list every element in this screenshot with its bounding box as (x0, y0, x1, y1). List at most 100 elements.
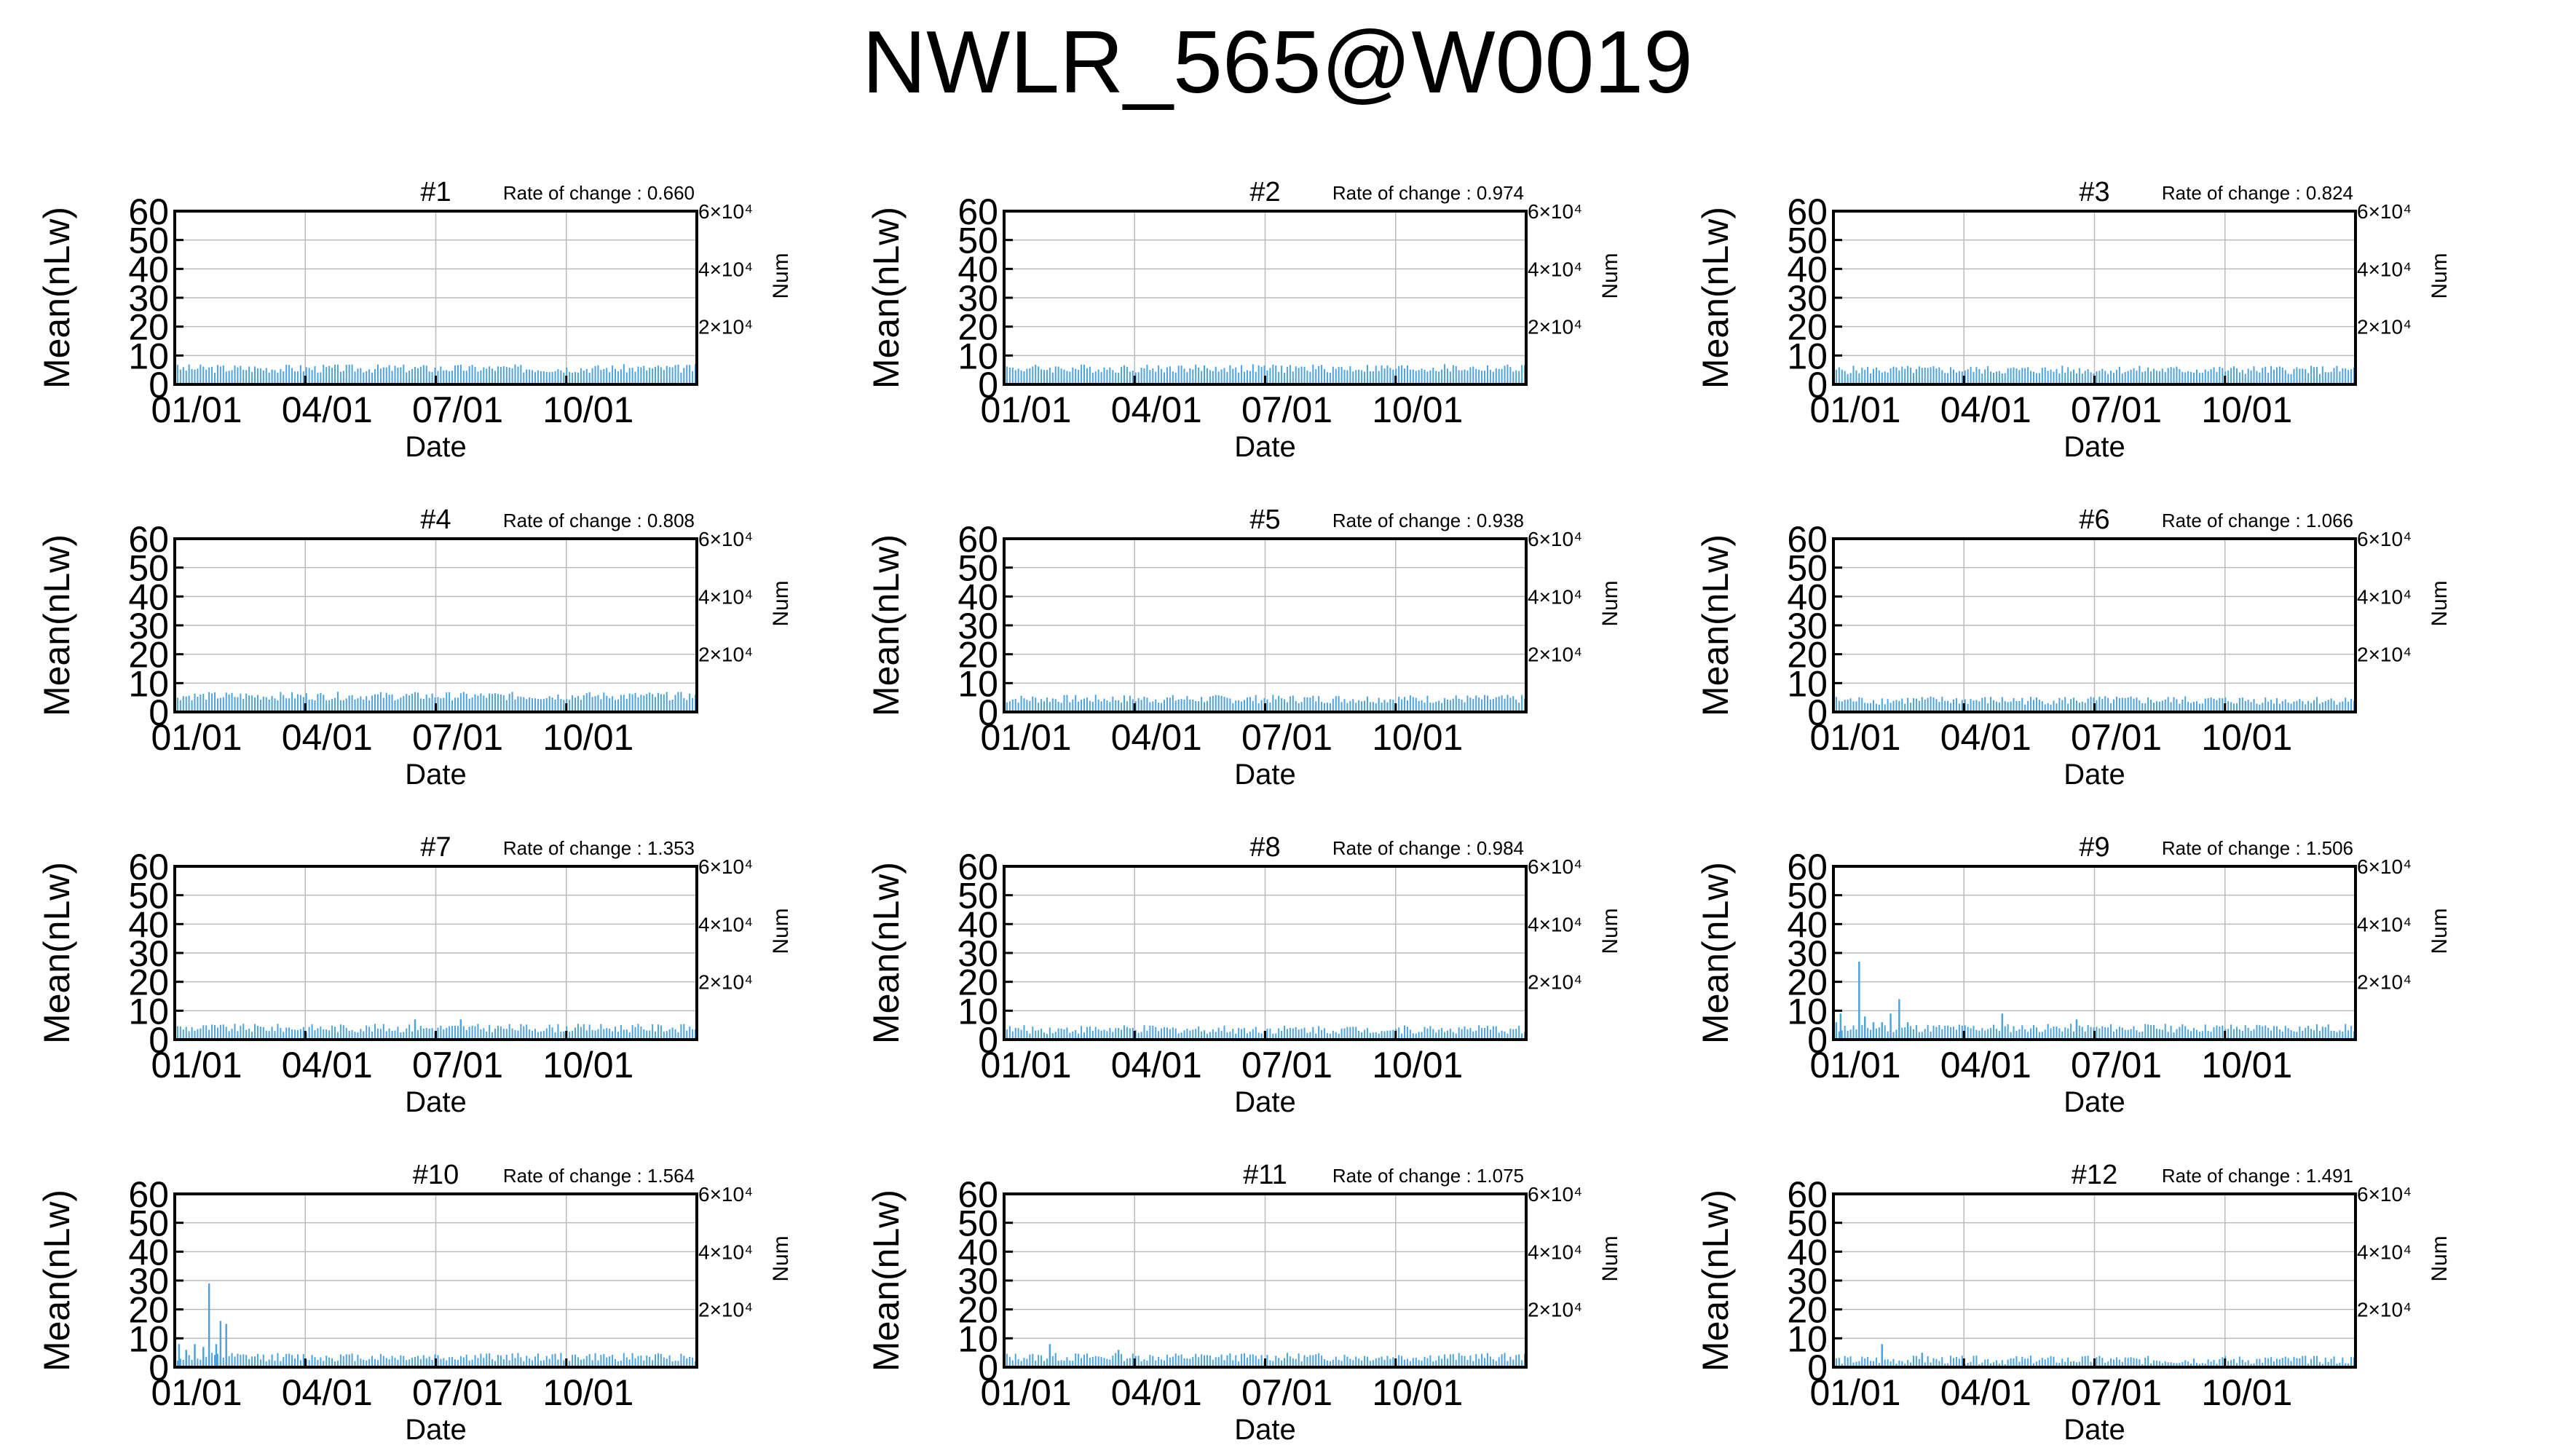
y-tick-label: 30 (957, 278, 998, 319)
subplot-title: #8 (1249, 832, 1280, 863)
y-tick-label: 10 (128, 336, 169, 376)
x-tick-label: 04/01 (282, 717, 373, 758)
y2-tick-label: 4×10⁴ (2357, 1241, 2412, 1263)
x-tick-label: 07/01 (412, 389, 503, 430)
y-tick-label: 0 (978, 1348, 998, 1388)
y2-tick-label: 2×10⁴ (2357, 971, 2412, 994)
x-tick-label: 07/01 (2071, 389, 2162, 430)
y2-tick-label: 6×10⁴ (698, 200, 753, 223)
y-tick-label: 40 (1787, 577, 1828, 617)
x-axis-label: Date (405, 431, 467, 463)
y2-tick-label: 4×10⁴ (2357, 258, 2412, 280)
y-tick-label: 10 (1787, 991, 1828, 1032)
x-tick-label: 04/01 (1940, 717, 2031, 758)
y-tick-label: 10 (1787, 663, 1828, 704)
x-tick-label: 04/01 (282, 1372, 373, 1413)
subplot-title: #11 (1243, 1160, 1287, 1190)
subplot-title: #12 (2072, 1160, 2117, 1190)
y2-tick-label: 2×10⁴ (698, 971, 753, 994)
y2-tick-label: 6×10⁴ (698, 855, 753, 878)
y-axis-label: Mean(nLw) (1695, 207, 1736, 389)
y-tick-label: 10 (1787, 336, 1828, 376)
y-tick-label: 40 (957, 1232, 998, 1273)
y-tick-label: 50 (128, 1203, 169, 1244)
y2-tick-label: 6×10⁴ (1528, 528, 1582, 550)
y-axis-label: Mean(nLw) (866, 862, 907, 1044)
x-tick-label: 01/01 (980, 1045, 1071, 1085)
x-tick-label: 10/01 (2201, 1045, 2292, 1085)
x-tick-label: 01/01 (980, 1372, 1071, 1413)
y-tick-label: 40 (957, 904, 998, 945)
y-tick-label: 0 (149, 1348, 169, 1388)
y-tick-label: 10 (1787, 1318, 1828, 1359)
y-tick-label: 60 (1787, 519, 1828, 560)
y-tick-label: 40 (957, 249, 998, 290)
y2-tick-label: 2×10⁴ (698, 644, 753, 666)
y-tick-label: 20 (128, 1290, 169, 1331)
y2-tick-label: 4×10⁴ (1528, 258, 1582, 280)
x-axis-label: Date (405, 759, 467, 791)
x-tick-label: 07/01 (1241, 1372, 1332, 1413)
y2-axis-label: Num (2428, 580, 2452, 626)
x-tick-label: 01/01 (151, 1372, 242, 1413)
rate-of-change-label: Rate of change : 1.564 (503, 1165, 695, 1187)
y-tick-label: 0 (149, 692, 169, 733)
y-tick-label: 10 (957, 1318, 998, 1359)
x-tick-label: 04/01 (1111, 717, 1202, 758)
x-axis-label: Date (2064, 431, 2125, 463)
rate-of-change-label: Rate of change : 1.353 (503, 837, 695, 859)
subplot-title: #5 (1249, 505, 1280, 535)
y2-tick-label: 2×10⁴ (1528, 316, 1582, 339)
figure-title: NWLR_565@W0019 (861, 12, 1693, 111)
y-tick-label: 60 (128, 191, 169, 232)
subplot-title: #1 (420, 177, 451, 207)
x-tick-label: 04/01 (1111, 1372, 1202, 1413)
y-tick-label: 50 (128, 221, 169, 261)
y-axis-label: Mean(nLw) (866, 534, 907, 716)
x-tick-label: 10/01 (542, 1372, 633, 1413)
y-tick-label: 0 (978, 1020, 998, 1061)
rate-of-change-label: Rate of change : 0.974 (1332, 182, 1524, 204)
y-tick-label: 10 (128, 991, 169, 1032)
y2-tick-label: 2×10⁴ (1528, 1299, 1582, 1321)
y2-tick-label: 4×10⁴ (2357, 913, 2412, 935)
y2-tick-label: 6×10⁴ (2357, 528, 2412, 550)
x-tick-label: 04/01 (1940, 389, 2031, 430)
y-tick-label: 10 (128, 663, 169, 704)
y-tick-label: 10 (957, 991, 998, 1032)
y-tick-label: 30 (957, 606, 998, 646)
y-tick-label: 30 (128, 606, 169, 646)
rate-of-change-label: Rate of change : 0.824 (2162, 182, 2353, 204)
y2-tick-label: 2×10⁴ (698, 316, 753, 339)
y-tick-label: 30 (957, 933, 998, 974)
x-tick-label: 01/01 (1809, 1372, 1900, 1413)
x-axis-label: Date (2064, 1086, 2125, 1118)
y-tick-label: 30 (128, 1261, 169, 1302)
y-tick-label: 0 (1807, 692, 1828, 733)
y-axis-label: Mean(nLw) (36, 207, 77, 389)
y2-axis-label: Num (2428, 1235, 2452, 1281)
x-tick-label: 10/01 (2201, 717, 2292, 758)
x-tick-label: 04/01 (282, 1045, 373, 1085)
x-tick-label: 10/01 (2201, 389, 2292, 430)
y2-axis-label: Num (769, 908, 793, 954)
y2-axis-label: Num (769, 580, 793, 626)
y-tick-label: 30 (128, 278, 169, 319)
y-tick-label: 40 (128, 577, 169, 617)
y2-tick-label: 6×10⁴ (2357, 855, 2412, 878)
y-tick-label: 40 (1787, 249, 1828, 290)
y-tick-label: 0 (149, 1020, 169, 1061)
subplot-title: #6 (2079, 505, 2109, 535)
rate-of-change-label: Rate of change : 0.660 (503, 182, 695, 204)
x-axis-label: Date (405, 1414, 467, 1446)
y2-tick-label: 2×10⁴ (698, 1299, 753, 1321)
y-tick-label: 0 (978, 365, 998, 405)
y2-tick-label: 6×10⁴ (698, 1183, 753, 1206)
y-tick-label: 30 (1787, 933, 1828, 974)
y-axis-label: Mean(nLw) (36, 1190, 77, 1372)
